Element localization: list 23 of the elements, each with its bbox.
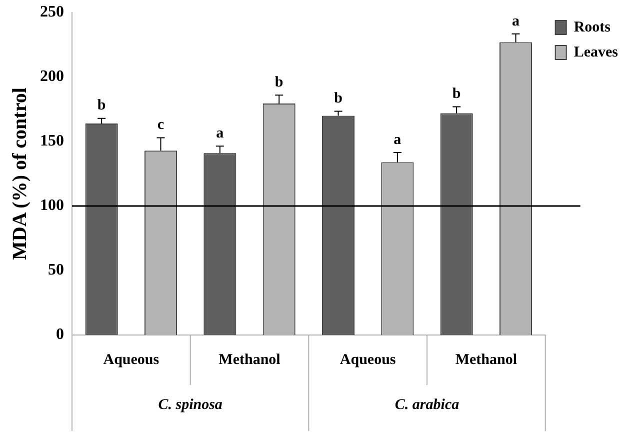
data-label: b (334, 90, 342, 107)
y-tick-label: 50 (48, 262, 64, 279)
text: C. spinosa (158, 396, 223, 413)
y-axis-title: MDA (%) of control (9, 87, 32, 260)
text: C. arabica (394, 396, 460, 413)
legend-label: Leaves (574, 44, 618, 60)
data-label: b (274, 74, 284, 91)
legend-label: Roots (574, 19, 611, 36)
y-tick-label: 250 (40, 4, 64, 21)
x-tick-label: Aqueous (103, 352, 160, 368)
x-tick-label: Methanol (218, 352, 280, 368)
y-tick-label: 200 (40, 68, 64, 86)
y-tick-label: 0 (56, 326, 64, 344)
data-label: a (216, 125, 224, 142)
data-label: a (512, 13, 520, 30)
data-label: b (452, 86, 461, 102)
data-label: b (97, 98, 106, 114)
x-tick-label: Aqueous (340, 352, 396, 368)
data-label: c (157, 117, 164, 134)
y-tick-label: 150 (40, 132, 64, 150)
y-tick-label: 100 (40, 197, 64, 214)
x-tick-label: Methanol (455, 352, 518, 368)
data-label: a (394, 132, 402, 148)
